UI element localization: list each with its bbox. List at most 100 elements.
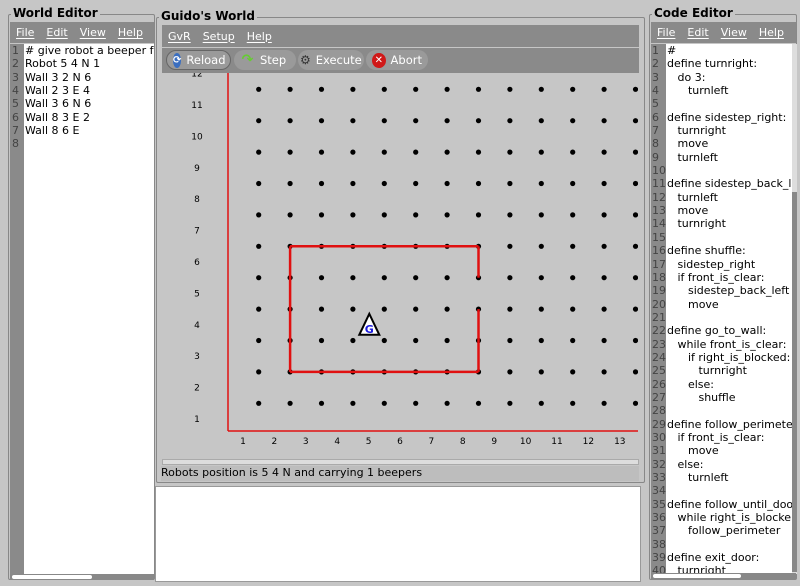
line-number: 26 — [652, 377, 666, 391]
corner-dot — [350, 400, 356, 406]
corner-dot — [538, 369, 544, 375]
code-editor-title: Code Editor — [652, 6, 735, 20]
x-axis-label: 7 — [429, 437, 435, 447]
code-line: turnleft — [667, 150, 718, 164]
menu-help[interactable]: Help — [117, 26, 143, 39]
corner-dot — [381, 118, 387, 124]
world-editor-title: World Editor — [11, 6, 100, 20]
corner-dot — [318, 118, 325, 124]
code-editor-hscroll[interactable] — [651, 573, 796, 579]
corner-dot — [381, 180, 387, 187]
corner-dot — [350, 337, 356, 344]
menu-edit[interactable]: Edit — [46, 26, 68, 39]
corner-dot — [570, 86, 576, 92]
corner-dot — [538, 243, 544, 249]
code-line: move — [667, 297, 719, 311]
menu-file[interactable]: File — [657, 26, 676, 39]
world-editor-panel: World Editor — [8, 6, 155, 580]
execute-button[interactable]: ⚙ Execute — [298, 50, 364, 70]
corner-dot — [350, 180, 356, 187]
code-line: move — [667, 204, 709, 218]
code-line: turnright — [667, 364, 747, 378]
corner-dot — [570, 212, 576, 218]
step-button[interactable]: ↷ Step — [234, 50, 296, 70]
corner-dot — [632, 306, 638, 312]
code-editor-text[interactable]: 1 2 3 4 5 6 7 8 9 10 11 12 13 14 15 16 17 18 19 20 21 22 23 24 2… — [651, 44, 793, 574]
code-editor-lines: #define turnright: do 3: turnleft​define… — [667, 44, 793, 574]
world-menubar: GvR Setup Help — [162, 25, 639, 47]
menu-help[interactable]: Help — [758, 26, 784, 39]
code-editor-vscroll[interactable] — [792, 44, 797, 574]
corner-dot — [287, 212, 293, 218]
code-line: while right_is_blocke — [667, 511, 792, 525]
menu-view[interactable]: View — [79, 26, 106, 39]
corner-dot — [507, 337, 513, 344]
code-line: follow_perimeter — [667, 524, 781, 538]
corner-dot — [256, 149, 262, 155]
corner-dot — [381, 149, 387, 155]
world-hscroll[interactable] — [162, 459, 639, 465]
menu-gvr[interactable]: GvR — [168, 29, 191, 43]
code-line: sidestep_right — [667, 257, 756, 271]
x-axis-label: 4 — [334, 437, 340, 447]
abort-x-icon: ✕ — [372, 52, 386, 68]
line-number: 40 — [652, 564, 666, 574]
code-line: ​ — [667, 404, 793, 417]
line-number: 28 — [652, 404, 666, 418]
code-line: else: — [667, 377, 715, 391]
corner-dot — [538, 275, 544, 281]
code-line: sidestep_back_left — [667, 284, 790, 298]
corner-dot — [350, 275, 356, 281]
code-line: Wall 8 3 E 2 — [25, 110, 90, 124]
line-number: 32 — [652, 457, 666, 471]
menu-setup[interactable]: Setup — [202, 29, 235, 43]
guido-world-panel: Guido's World — [156, 9, 645, 483]
corner-dot — [318, 180, 325, 187]
menu-edit[interactable]: Edit — [687, 26, 709, 39]
corner-dot — [287, 149, 293, 155]
corner-dot — [632, 400, 638, 406]
y-axis-label: 3 — [194, 352, 200, 362]
corner-dot — [570, 118, 576, 124]
menu-help[interactable]: Help — [246, 29, 272, 43]
code-line: ​ — [667, 231, 793, 244]
corner-dot — [413, 180, 419, 187]
corner-dot — [318, 306, 325, 312]
corner-dot — [475, 86, 482, 92]
line-number: 7 — [12, 124, 19, 138]
code-line: move — [667, 444, 719, 458]
corner-dot — [601, 212, 607, 218]
robot-icon — [357, 311, 381, 336]
corner-dot — [507, 400, 513, 406]
abort-button[interactable]: ✕ Abort — [366, 50, 428, 70]
corner-dot — [507, 118, 513, 124]
corner-dot — [444, 118, 450, 124]
code-line: # — [667, 44, 677, 57]
corner-dot — [507, 306, 513, 312]
y-axis-label: 5 — [194, 289, 200, 299]
line-number: 9 — [652, 150, 659, 164]
x-axis-label: 8 — [460, 437, 466, 447]
menu-file[interactable]: File — [16, 26, 35, 39]
corner-dot — [287, 86, 293, 92]
line-number: 8 — [652, 137, 659, 151]
corner-dot — [350, 118, 356, 124]
output-area[interactable] — [155, 486, 641, 582]
world-editor-hscroll[interactable] — [10, 574, 154, 580]
code-line: ​ — [667, 538, 793, 551]
code-line: turnright — [667, 217, 726, 231]
x-axis-label: 2 — [272, 437, 278, 447]
corner-dot — [570, 149, 576, 155]
line-number: 6 — [652, 110, 659, 124]
line-number: 2 — [652, 57, 659, 71]
menu-view[interactable]: View — [720, 26, 747, 39]
reload-button[interactable]: ⟳ Reload — [166, 50, 231, 70]
corner-dot — [350, 306, 356, 312]
gears-icon: ⚙ — [300, 53, 311, 67]
corner-dot — [507, 212, 513, 218]
corner-dot — [507, 369, 513, 375]
corner-dot — [350, 212, 356, 218]
corner-dot — [538, 180, 544, 187]
corner-dot — [601, 275, 607, 281]
